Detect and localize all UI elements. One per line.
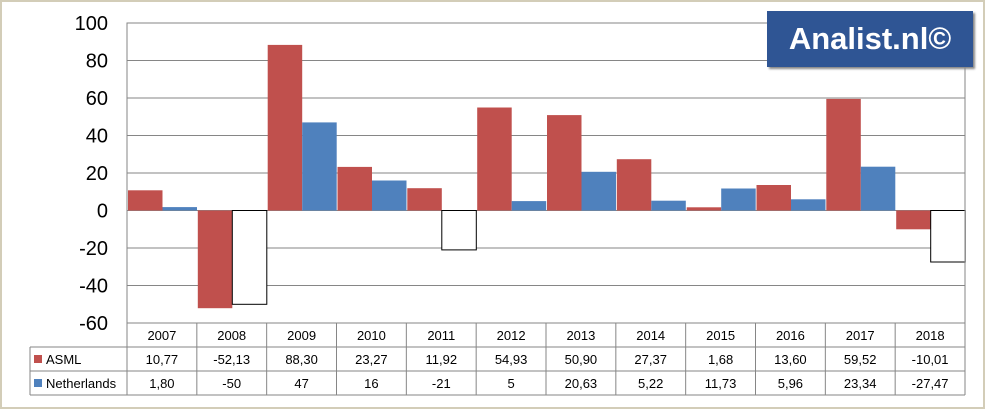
- data-value-netherlands: 5: [507, 376, 514, 391]
- data-value-netherlands: 11,73: [705, 376, 737, 391]
- y-tick-label: 40: [86, 126, 108, 148]
- y-tick-label: -60: [79, 313, 108, 335]
- data-value-netherlands: -21: [432, 376, 451, 391]
- data-value-netherlands: 1,80: [149, 376, 174, 391]
- data-value-netherlands: -27,47: [912, 376, 949, 391]
- bar-asml-2018: [896, 210, 931, 230]
- data-value-netherlands: 23,34: [844, 376, 877, 391]
- bar-netherlands-2015: [721, 188, 756, 211]
- brand-logo: Analist.nl©: [767, 11, 973, 67]
- y-tick-label: 20: [86, 163, 108, 185]
- y-tick-label: -40: [79, 276, 108, 298]
- data-value-netherlands: 5,96: [778, 376, 803, 391]
- bars: [128, 44, 966, 309]
- bar-asml-2017: [826, 98, 861, 211]
- legend-key-netherlands: [34, 379, 42, 387]
- data-value-asml: 1,68: [708, 352, 733, 367]
- bar-netherlands-2009: [302, 122, 337, 211]
- bar-netherlands-2008: [231, 210, 268, 305]
- category-label: 2013: [566, 328, 595, 343]
- bar-netherlands-2012: [511, 201, 547, 211]
- y-tick-label: -20: [79, 238, 108, 260]
- bar-asml-2008: [197, 210, 233, 309]
- y-tick-label: 100: [75, 13, 108, 35]
- y-tick-label: 0: [97, 201, 108, 223]
- data-value-asml: 54,93: [495, 352, 528, 367]
- bar-asml-2007: [128, 190, 163, 211]
- bar-asml-2016: [756, 185, 791, 211]
- category-label: 2007: [147, 328, 176, 343]
- category-label: 2015: [706, 328, 735, 343]
- data-value-asml: 88,30: [285, 352, 318, 367]
- bar-netherlands-2014: [651, 200, 686, 211]
- legend-key-asml: [34, 355, 42, 363]
- category-label: 2011: [427, 328, 455, 343]
- data-value-asml: 10,77: [146, 352, 179, 367]
- series-name: ASML: [46, 352, 81, 367]
- bar-asml-2009: [267, 44, 303, 211]
- data-value-asml: 23,27: [355, 352, 388, 367]
- data-value-asml: 13,60: [774, 352, 807, 367]
- category-label: 2009: [287, 328, 316, 343]
- category-label: 2012: [497, 328, 526, 343]
- bar-netherlands-2010: [372, 180, 407, 211]
- data-value-asml: 50,90: [565, 352, 598, 367]
- y-axis-ticks: 100 80 60 40 20 0 -20 -40 -60: [75, 13, 108, 335]
- category-label: 2016: [776, 328, 805, 343]
- bar-netherlands-2016: [791, 199, 826, 211]
- data-value-netherlands: 47: [294, 376, 308, 391]
- bar-netherlands-2018: [930, 210, 966, 263]
- category-label: 2018: [916, 328, 945, 343]
- bar-asml-2011: [407, 188, 442, 211]
- bar-netherlands-2017: [860, 166, 896, 211]
- data-value-netherlands: 16: [364, 376, 378, 391]
- data-value-asml: 11,92: [426, 352, 458, 367]
- category-label: 2014: [636, 328, 665, 343]
- bar-netherlands-2007: [162, 207, 197, 211]
- bar-netherlands-2011: [441, 210, 477, 251]
- y-tick-label: 60: [86, 88, 108, 110]
- category-label: 2010: [357, 328, 386, 343]
- category-label: 2008: [217, 328, 246, 343]
- data-value-asml: 59,52: [844, 352, 877, 367]
- data-value-netherlands: -50: [222, 376, 241, 391]
- data-value-netherlands: 20,63: [565, 376, 598, 391]
- bar-asml-2015: [686, 207, 722, 211]
- data-value-asml: -52,13: [213, 352, 250, 367]
- bar-asml-2014: [616, 159, 652, 211]
- bar-asml-2013: [547, 115, 582, 211]
- data-value-netherlands: 5,22: [638, 376, 663, 391]
- bar-asml-2010: [337, 166, 372, 211]
- data-value-asml: -10,01: [912, 352, 949, 367]
- category-label: 2017: [846, 328, 875, 343]
- series-name: Netherlands: [46, 376, 117, 391]
- data-value-asml: 27,37: [634, 352, 667, 367]
- data-table: 2007 2008 2009 2010 2011 2012 2013 2014 2015 2016…: [29, 23, 966, 396]
- bar-asml-2012: [477, 107, 512, 211]
- y-tick-label: 80: [86, 51, 108, 73]
- bar-netherlands-2013: [581, 171, 616, 211]
